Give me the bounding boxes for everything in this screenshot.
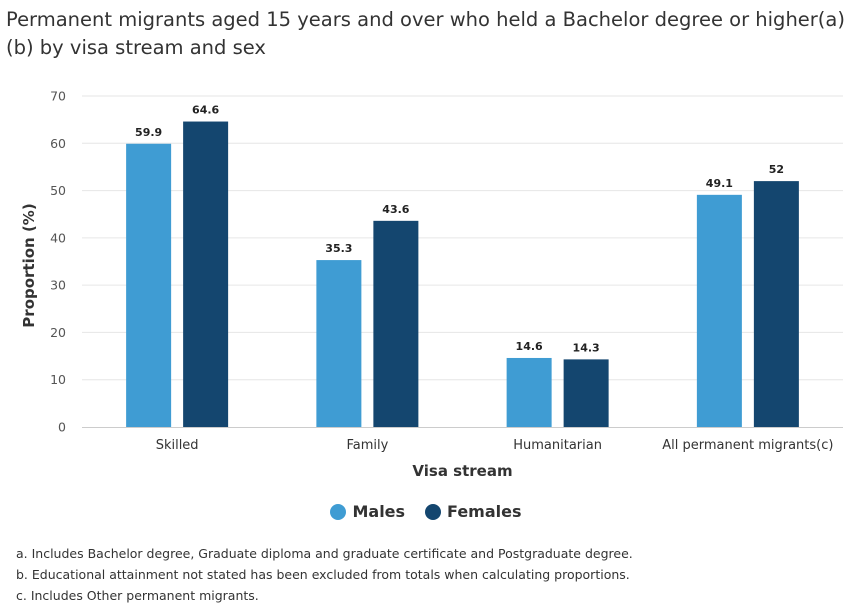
x-tick-label: All permanent migrants(c) xyxy=(662,438,833,453)
data-label-females: 14.3 xyxy=(573,341,600,354)
y-tick-label: 50 xyxy=(50,183,66,198)
y-tick-label: 20 xyxy=(50,325,66,340)
y-tick-label: 10 xyxy=(50,372,66,387)
y-tick-label: 70 xyxy=(50,89,66,104)
y-tick-label: 0 xyxy=(58,420,66,435)
data-label-males: 59.9 xyxy=(135,126,162,139)
bar-males[interactable] xyxy=(316,260,362,427)
legend[interactable]: Males Females xyxy=(0,502,852,521)
data-labels: 59.9 64.6 35.3 43.6 14.6 14.3 49.1 52 xyxy=(135,104,784,355)
x-tick-label: Family xyxy=(346,438,388,453)
legend-label-males: Males xyxy=(352,502,406,521)
bars xyxy=(126,121,799,427)
data-label-females: 64.6 xyxy=(192,104,219,117)
data-label-females: 52 xyxy=(769,163,784,176)
data-label-females: 43.6 xyxy=(382,203,409,216)
y-axis-ticks: 0 10 20 30 40 50 60 70 xyxy=(50,89,66,435)
data-label-males: 14.6 xyxy=(516,340,543,353)
bar-females[interactable] xyxy=(183,121,229,427)
bar-females[interactable] xyxy=(563,359,609,427)
y-tick-label: 60 xyxy=(50,136,66,151)
y-tick-label: 30 xyxy=(50,278,66,293)
legend-item-females[interactable]: Females xyxy=(425,502,522,521)
legend-label-females: Females xyxy=(447,502,522,521)
footnotes: a. Includes Bachelor degree, Graduate di… xyxy=(16,543,633,606)
legend-swatch-females xyxy=(425,503,442,520)
data-label-males: 35.3 xyxy=(325,242,352,255)
x-axis-ticks: Skilled Family Humanitarian All permanent m… xyxy=(156,438,834,453)
y-tick-label: 40 xyxy=(50,230,66,245)
x-tick-label: Skilled xyxy=(156,438,199,453)
chart-title: Permanent migrants aged 15 years and ove… xyxy=(6,8,845,59)
y-axis-title: Proportion (%) xyxy=(20,203,38,327)
bar-males[interactable] xyxy=(126,143,172,427)
bar-chart: 0 10 20 30 40 50 60 70 59.9 64.6 35.3 43.6 14.6 14.3… xyxy=(20,89,843,480)
bar-males[interactable] xyxy=(506,357,552,427)
data-label-males: 49.1 xyxy=(706,177,733,190)
legend-item-males[interactable]: Males xyxy=(330,502,405,521)
x-tick-label: Humanitarian xyxy=(513,438,602,453)
footnote-c: c. Includes Other permanent migrants. xyxy=(16,588,259,603)
bar-females[interactable] xyxy=(373,220,419,427)
bar-females[interactable] xyxy=(753,181,799,427)
legend-swatch-males xyxy=(330,503,347,520)
footnote-b: b. Educational attainment not stated has… xyxy=(16,567,630,582)
bar-males[interactable] xyxy=(696,194,742,427)
footnote-a: a. Includes Bachelor degree, Graduate di… xyxy=(16,546,633,561)
x-axis-title: Visa stream xyxy=(412,462,512,480)
